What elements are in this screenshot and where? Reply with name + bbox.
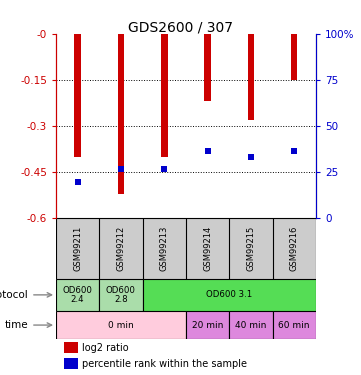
Text: GSM99214: GSM99214: [203, 226, 212, 271]
Text: GSM99213: GSM99213: [160, 226, 169, 272]
Bar: [291, 34, 297, 80]
Point: [291, 148, 297, 154]
Text: GSM99212: GSM99212: [117, 226, 125, 271]
Text: GDS2600 / 307: GDS2600 / 307: [128, 21, 233, 34]
Text: protocol: protocol: [0, 290, 52, 300]
Text: OD600 3.1: OD600 3.1: [206, 290, 252, 299]
Bar: [56, 279, 99, 311]
Text: percentile rank within the sample: percentile rank within the sample: [82, 358, 247, 369]
Point: [248, 154, 254, 160]
Bar: [74, 34, 81, 157]
Bar: [186, 311, 229, 339]
Bar: [161, 34, 168, 157]
Bar: [273, 311, 316, 339]
Bar: [229, 311, 273, 339]
Bar: [56, 311, 186, 339]
Text: log2 ratio: log2 ratio: [82, 343, 129, 352]
Text: 40 min: 40 min: [235, 321, 266, 330]
Text: GSM99211: GSM99211: [73, 226, 82, 271]
Text: 0 min: 0 min: [108, 321, 134, 330]
Text: GSM99215: GSM99215: [247, 226, 255, 271]
Text: OD600
2.4: OD600 2.4: [63, 285, 92, 304]
Point: [75, 178, 81, 184]
Text: GSM99216: GSM99216: [290, 226, 299, 272]
Text: 20 min: 20 min: [192, 321, 223, 330]
Text: 60 min: 60 min: [278, 321, 310, 330]
Point: [118, 166, 124, 172]
Text: time: time: [5, 320, 52, 330]
Point: [205, 148, 210, 154]
Bar: [64, 342, 78, 353]
Point: [161, 166, 167, 172]
Text: OD600
2.8: OD600 2.8: [106, 285, 136, 304]
Bar: [118, 34, 124, 194]
Bar: [248, 34, 254, 120]
Bar: [143, 279, 316, 311]
Bar: [204, 34, 211, 102]
Bar: [64, 358, 78, 369]
Bar: [99, 279, 143, 311]
